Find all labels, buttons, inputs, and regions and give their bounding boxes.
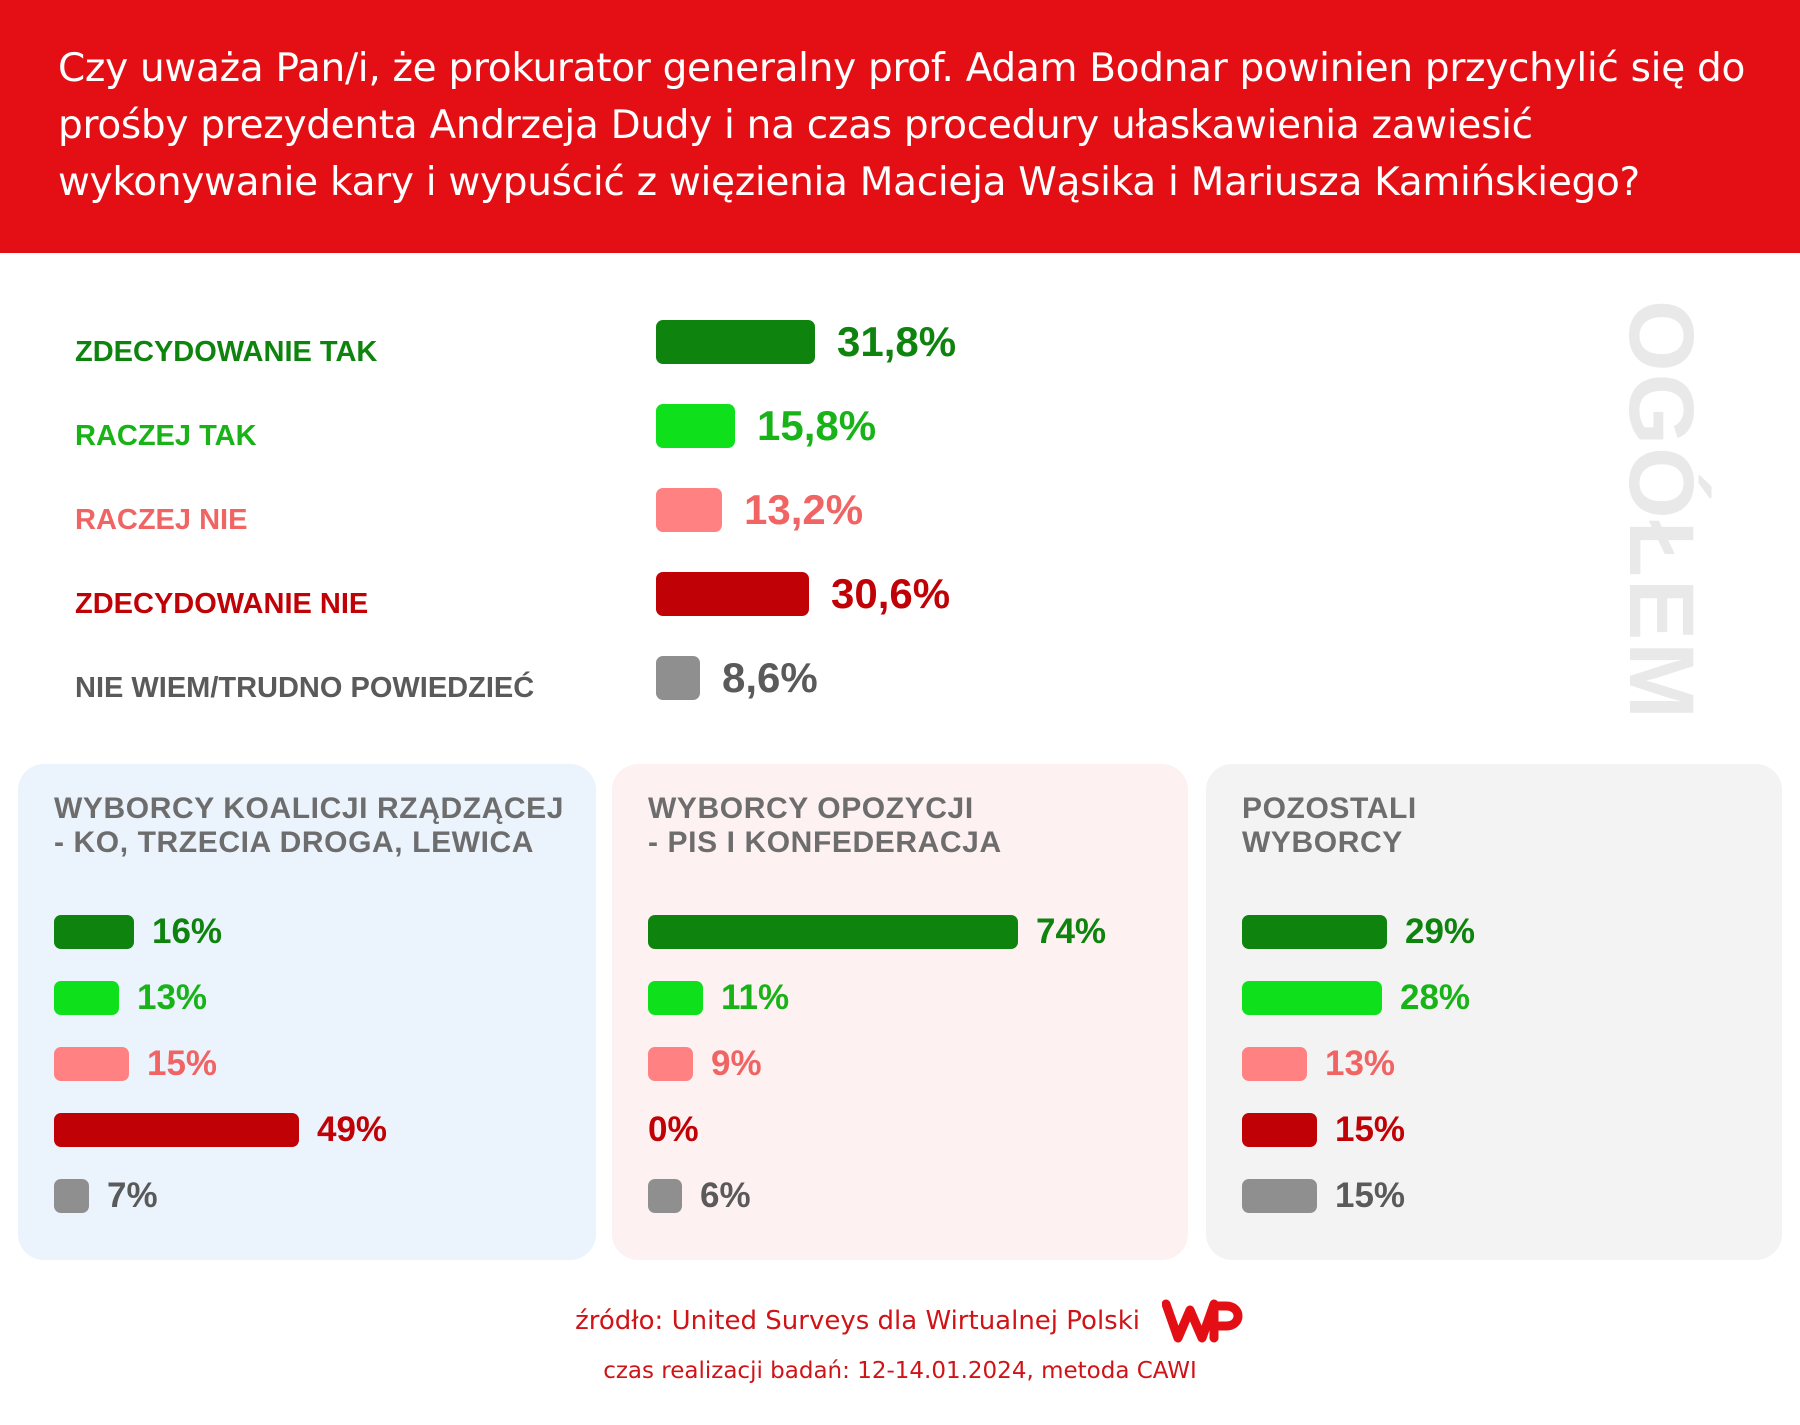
panel-pozostali-value-label-zdecydowanie-tak: 29%: [1405, 912, 1476, 951]
panel-koalicja-bar-zdecydowanie-tak: [54, 915, 134, 949]
panel-pozostali-value-label-nie-wiem: 15%: [1335, 1176, 1406, 1215]
panel-pozostali-value-label-raczej-tak: 28%: [1400, 978, 1471, 1017]
question-title: Czy uważa Pan/i, że prokurator generalny…: [58, 46, 1746, 205]
overall-row-zdecydowanie-nie: ZDECYDOWANIE NIE 30,6%: [0, 572, 1300, 632]
panel-koalicja-row-zdecydowanie-nie: 49%: [54, 1110, 574, 1150]
panel-opozycja-row-zdecydowanie-nie: 0%: [648, 1110, 1168, 1150]
overall-row-raczej-tak: RACZEJ TAK 15,8%: [0, 404, 1300, 464]
panel-pozostali-title: POZOSTALI WYBORCY: [1242, 792, 1762, 860]
panel-koalicja-title: WYBORCY KOALICJI RZĄDZĄCEJ - KO, TRZECIA…: [54, 792, 574, 860]
panel-pozostali-row-raczej-tak: 28%: [1242, 978, 1762, 1018]
header-banner: Czy uważa Pan/i, że prokurator generalny…: [0, 0, 1800, 253]
panel-opozycja-value-label-zdecydowanie-nie: 0%: [648, 1110, 699, 1149]
panel-koalicja-bar-nie-wiem: [54, 1179, 89, 1213]
overall-value-label-nie-wiem: 8,6%: [722, 654, 818, 701]
panel-opozycja-row-raczej-nie: 9%: [648, 1044, 1168, 1084]
wp-logo-icon: [1162, 1299, 1243, 1343]
panel-pozostali-row-zdecydowanie-nie: 15%: [1242, 1110, 1762, 1150]
panel-koalicja-value-label-raczej-nie: 15%: [147, 1044, 218, 1083]
overall-category-label-raczej-tak: RACZEJ TAK: [75, 420, 257, 452]
overall-value-label-zdecydowanie-tak: 31,8%: [837, 318, 957, 365]
overall-side-label: OGÓŁEM: [1610, 300, 1712, 721]
panel-pozostali-title-line-2: WYBORCY: [1242, 826, 1403, 859]
panel-opozycja-value-label-raczej-nie: 9%: [711, 1044, 762, 1083]
panel-koalicja-value-label-zdecydowanie-nie: 49%: [317, 1110, 388, 1149]
panel-opozycja-bar-nie-wiem: [648, 1179, 682, 1213]
panel-opozycja-row-zdecydowanie-tak: 74%: [648, 912, 1168, 952]
footer-source: źródło: United Surveys dla Wirtualnej Po…: [575, 1306, 1140, 1336]
panel-koalicja-value-label-raczej-tak: 13%: [137, 978, 208, 1017]
overall-value-label-raczej-nie: 13,2%: [744, 486, 864, 533]
panel-opozycja-bar-zdecydowanie-tak: [648, 915, 1018, 949]
panel-pozostali-title-line-1: POZOSTALI: [1242, 792, 1417, 825]
panel-opozycja-value-label-nie-wiem: 6%: [700, 1176, 751, 1215]
panel-pozostali-bar-zdecydowanie-nie: [1242, 1113, 1317, 1147]
panel-koalicja-title-line-1: WYBORCY KOALICJI RZĄDZĄCEJ: [54, 792, 565, 825]
panel-opozycja-row-nie-wiem: 6%: [648, 1176, 1168, 1216]
overall-value-label-zdecydowanie-nie: 30,6%: [831, 570, 951, 617]
panel-opozycja-title: WYBORCY OPOZYCJI - PIS I KONFEDERACJA: [648, 792, 1168, 860]
panel-pozostali-bar-raczej-nie: [1242, 1047, 1307, 1081]
panel-opozycja: WYBORCY OPOZYCJI - PIS I KONFEDERACJA 74…: [612, 764, 1188, 1260]
panel-koalicja-row-raczej-tak: 13%: [54, 978, 574, 1018]
panel-koalicja-bar-raczej-tak: [54, 981, 119, 1015]
panel-opozycja-title-line-1: WYBORCY OPOZYCJI: [648, 792, 974, 825]
overall-category-label-zdecydowanie-tak: ZDECYDOWANIE TAK: [75, 336, 378, 368]
panel-koalicja-row-raczej-nie: 15%: [54, 1044, 574, 1084]
panel-opozycja-title-line-2: - PIS I KONFEDERACJA: [648, 826, 1002, 859]
overall-bar-zdecydowanie-nie: [656, 572, 809, 616]
panel-pozostali: POZOSTALI WYBORCY 29% 28% 13% 15% 15%: [1206, 764, 1782, 1260]
overall-category-label-zdecydowanie-nie: ZDECYDOWANIE NIE: [75, 588, 369, 620]
overall-value-label-raczej-tak: 15,8%: [757, 402, 877, 449]
overall-category-label-raczej-nie: RACZEJ NIE: [75, 504, 248, 536]
panel-pozostali-row-nie-wiem: 15%: [1242, 1176, 1762, 1216]
panel-koalicja-bar-zdecydowanie-nie: [54, 1113, 299, 1147]
panel-pozostali-row-zdecydowanie-tak: 29%: [1242, 912, 1762, 952]
panel-pozostali-row-raczej-nie: 13%: [1242, 1044, 1762, 1084]
overall-bar-raczej-nie: [656, 488, 722, 532]
overall-category-label-nie-wiem: NIE WIEM/TRUDNO POWIEDZIEĆ: [75, 672, 535, 704]
panel-koalicja-value-label-zdecydowanie-tak: 16%: [152, 912, 223, 951]
overall-row-raczej-nie: RACZEJ NIE 13,2%: [0, 488, 1300, 548]
overall-bar-raczej-tak: [656, 404, 735, 448]
overall-bar-zdecydowanie-tak: [656, 320, 815, 364]
panel-pozostali-value-label-raczej-nie: 13%: [1325, 1044, 1396, 1083]
panel-opozycja-value-label-raczej-tak: 11%: [721, 978, 790, 1017]
panel-pozostali-value-label-zdecydowanie-nie: 15%: [1335, 1110, 1406, 1149]
panel-opozycja-bar-raczej-nie: [648, 1047, 693, 1081]
overall-side-label-text: OGÓŁEM: [1609, 299, 1712, 721]
overall-bar-nie-wiem: [656, 656, 700, 700]
panel-koalicja-row-zdecydowanie-tak: 16%: [54, 912, 574, 952]
panel-opozycja-value-label-zdecydowanie-tak: 74%: [1036, 912, 1107, 951]
panel-koalicja: WYBORCY KOALICJI RZĄDZĄCEJ - KO, TRZECIA…: [18, 764, 596, 1260]
panel-pozostali-bar-nie-wiem: [1242, 1179, 1317, 1213]
panel-pozostali-bar-zdecydowanie-tak: [1242, 915, 1387, 949]
footer-date: czas realizacji badań: 12-14.01.2024, me…: [603, 1358, 1197, 1384]
panel-opozycja-row-raczej-tak: 11%: [648, 978, 1168, 1018]
panel-pozostali-bar-raczej-tak: [1242, 981, 1382, 1015]
panel-opozycja-bar-raczej-tak: [648, 981, 703, 1015]
overall-row-nie-wiem: NIE WIEM/TRUDNO POWIEDZIEĆ 8,6%: [0, 656, 1300, 716]
panel-koalicja-bar-raczej-nie: [54, 1047, 129, 1081]
panel-koalicja-row-nie-wiem: 7%: [54, 1176, 574, 1216]
overall-row-zdecydowanie-tak: ZDECYDOWANIE TAK 31,8%: [0, 320, 1300, 380]
panel-koalicja-value-label-nie-wiem: 7%: [107, 1176, 158, 1215]
panel-koalicja-title-line-2: - KO, TRZECIA DROGA, LEWICA: [54, 826, 535, 859]
